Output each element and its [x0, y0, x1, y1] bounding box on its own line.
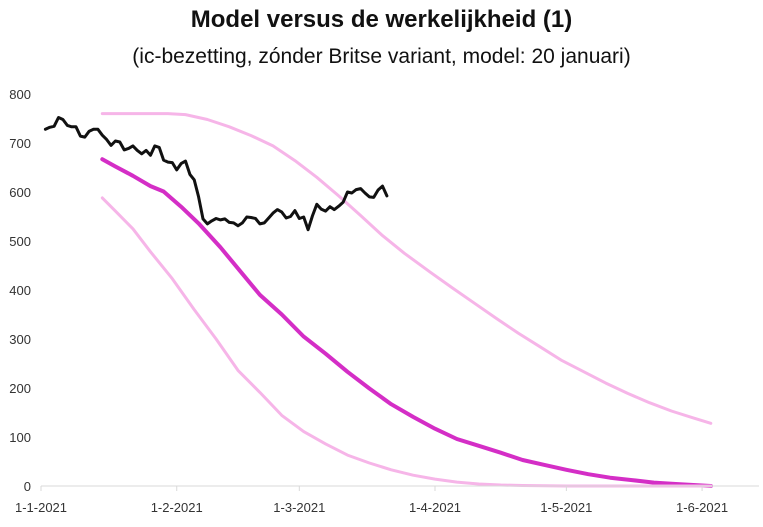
- x-tick-label: 1-2-2021: [151, 500, 203, 515]
- x-tick-label: 1-1-2021: [15, 500, 67, 515]
- y-tick-label: 400: [9, 283, 31, 298]
- x-axis-labels: 1-1-2021 1-2-2021 1-3-2021 1-4-2021 1-5-2021…: [15, 500, 728, 515]
- y-tick-label: 0: [24, 479, 31, 494]
- series-line-4: [43, 116, 389, 232]
- y-tick-label: 100: [9, 430, 31, 445]
- y-tick-label: 700: [9, 136, 31, 151]
- x-tick-label: 1-3-2021: [273, 500, 325, 515]
- y-tick-label: 500: [9, 234, 31, 249]
- chart-subtitle: (ic-bezetting, zónder Britse variant, mo…: [132, 45, 631, 68]
- series-line-3: [100, 196, 713, 488]
- y-axis-labels: 0 100 200 300 400 500 600 700 800: [9, 87, 31, 494]
- y-tick-label: 800: [9, 87, 31, 102]
- y-tick-label: 600: [9, 185, 31, 200]
- y-tick-label: 300: [9, 332, 31, 347]
- series-line-2: [100, 157, 713, 488]
- series-lines: [43, 112, 713, 488]
- x-tick-label: 1-6-2021: [676, 500, 728, 515]
- x-tick-label: 1-4-2021: [409, 500, 461, 515]
- chart-title: Model versus de werkelijkheid (1): [190, 6, 573, 33]
- series-line-1: [100, 112, 713, 425]
- x-tick-label: 1-5-2021: [540, 500, 592, 515]
- x-axis-tickmarks: [40, 486, 703, 491]
- y-tick-label: 200: [9, 381, 31, 396]
